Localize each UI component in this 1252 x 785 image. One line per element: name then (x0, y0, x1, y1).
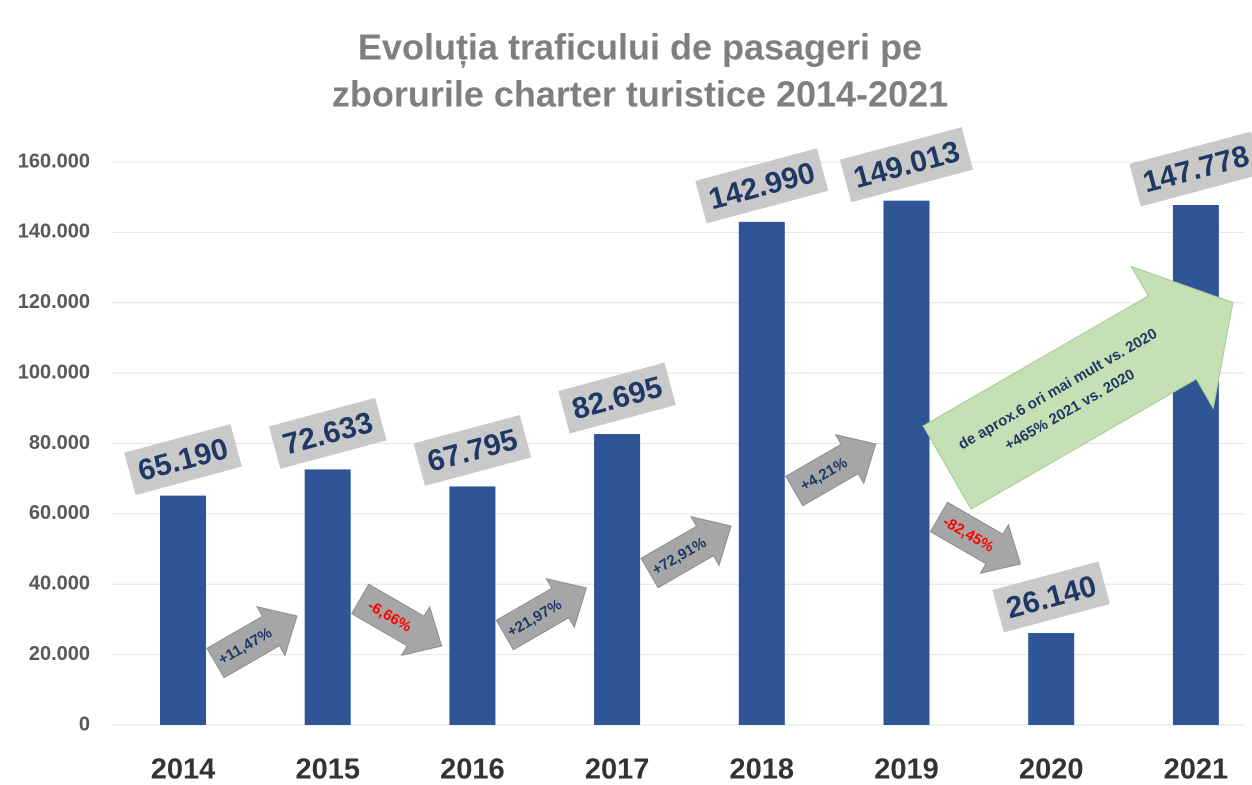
value-label-bg (124, 424, 242, 496)
x-tick-label: 2020 (1019, 754, 1084, 785)
bar (738, 221, 785, 725)
y-tick-label: 60.000 (29, 502, 90, 524)
y-tick-label: 0 (79, 713, 90, 735)
bar (449, 486, 496, 725)
value-label-bg (695, 148, 829, 224)
arrow-shape (640, 516, 732, 589)
value-label-bg (1129, 131, 1252, 207)
value-label-bg (839, 127, 974, 203)
y-tick-label: 120.000 (18, 291, 90, 313)
value-label: 142.990 (695, 148, 829, 224)
value-label-bg (558, 362, 676, 434)
value-label-bg (992, 561, 1111, 633)
arrow-shape (206, 606, 298, 679)
arrow-shape (495, 578, 587, 651)
chart-title: zborurile charter turistice 2014-2021 (332, 74, 948, 115)
value-label-bg (268, 397, 387, 469)
x-tick-label: 2015 (295, 754, 360, 785)
bar (160, 495, 206, 725)
y-tick-label: 140.000 (18, 221, 90, 243)
value-label-bg (413, 414, 532, 486)
x-tick-label: 2014 (151, 754, 216, 785)
x-tick-label: 2016 (440, 754, 505, 785)
y-tick-label: 20.000 (29, 643, 90, 665)
x-tick-label: 2019 (874, 754, 939, 785)
y-tick-label: 100.000 (18, 361, 90, 383)
bar (304, 469, 351, 725)
y-tick-label: 80.000 (29, 432, 90, 454)
bar (883, 200, 930, 725)
arrow-shape (351, 583, 443, 656)
big-arrow-shape (922, 265, 1234, 510)
x-tick-label: 2021 (1164, 754, 1229, 785)
x-tick-label: 2017 (585, 754, 650, 785)
bar (1172, 205, 1219, 725)
arrow-shape (929, 501, 1022, 574)
y-tick-label: 40.000 (29, 573, 90, 595)
chart-title: Evoluția traficului de pasageri pe (358, 27, 922, 69)
y-tick-label: 160.000 (18, 150, 90, 172)
bar (1028, 633, 1075, 725)
bar (594, 434, 641, 725)
arrow-shape (785, 434, 877, 507)
x-tick-label: 2018 (730, 754, 795, 785)
